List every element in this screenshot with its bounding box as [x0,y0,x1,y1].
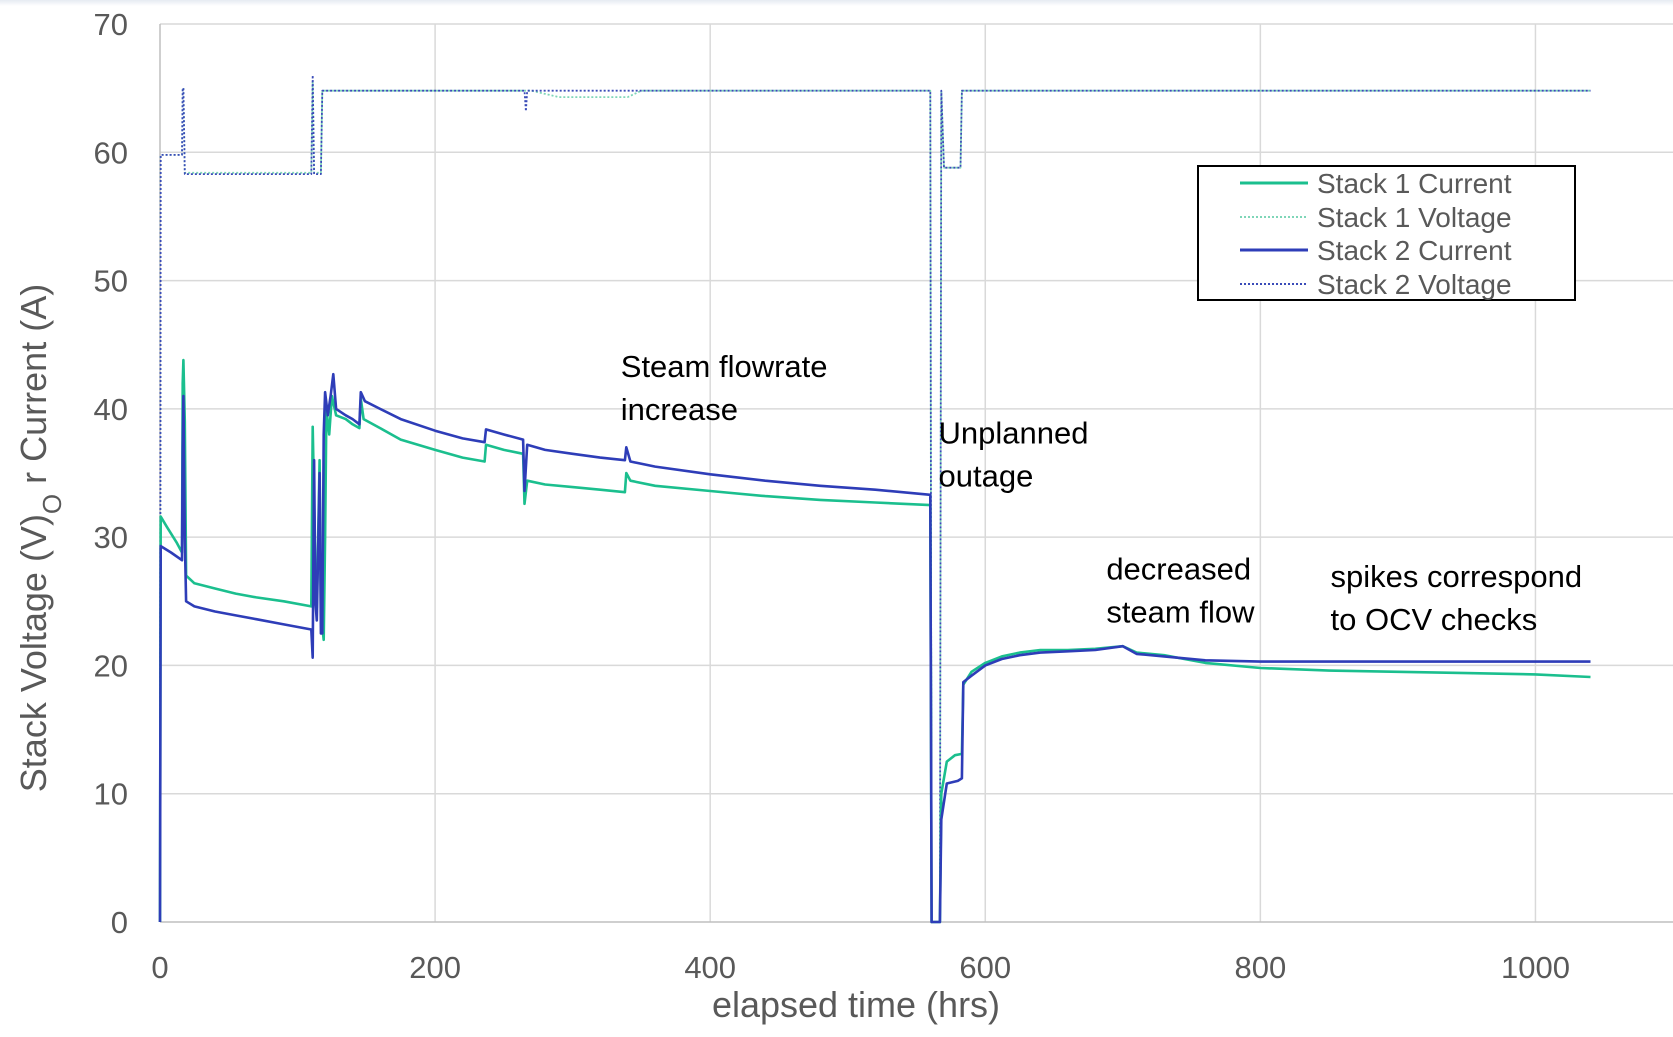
y-axis-label: Stack Voltage (V)O r Current (A) [13,284,67,792]
series-line-stack-1-current [158,358,1591,924]
y-tick-label-40: 40 [94,392,128,427]
legend-item-stack2-current: Stack 2 Current [1240,235,1512,266]
annotations: Steam flowrate increase Unplanned outage dec… [621,349,1582,637]
y-axis-label-sub: O [37,494,67,514]
annotation-1-line-1: Steam flowrate [621,349,828,384]
y-tick-label-0: 0 [111,905,128,940]
x-tick-label-600: 600 [959,950,1011,985]
legend-label-stack2-current: Stack 2 Current [1317,235,1512,266]
y-tick-label-20: 20 [94,648,128,683]
y-tick-label-10: 10 [94,777,128,812]
annotation-3-line-1: decreased [1106,551,1251,586]
legend-item-stack1-voltage: Stack 1 Voltage [1240,202,1512,233]
x-tick-label-200: 200 [409,950,461,985]
y-tick-label-60: 60 [94,135,128,170]
chart-grid [160,23,1673,922]
annotation-1: Steam flowrate increase [621,349,828,427]
y-axis-label-part-2: r Current (A) [13,284,54,494]
annotation-3: decreased steam flow [1106,551,1255,629]
annotation-1-line-2: increase [621,392,738,427]
legend-item-stack1-current: Stack 1 Current [1240,168,1512,199]
annotation-4: spikes correspond to OCV checks [1331,559,1583,637]
legend-item-stack2-voltage: Stack 2 Voltage [1240,269,1512,300]
series-line-stack-2-current [158,372,1591,924]
annotation-3-line-2: steam flow [1106,594,1255,629]
y-axis-label-part-1: Stack Voltage (V) [13,514,54,792]
plot-background [160,24,1673,922]
x-axis-label: elapsed time (hrs) [712,984,1000,1025]
tick-labels: 0 10 20 30 40 50 60 70 0 200 400 600 800 1000 [94,7,1570,985]
y-tick-label-30: 30 [94,520,128,555]
annotation-2-line-1: Unplanned [939,415,1089,450]
annotation-2-line-2: outage [939,458,1034,493]
x-tick-label-0: 0 [151,950,168,985]
legend-box [1197,165,1576,301]
y-tick-label-70: 70 [94,7,128,42]
x-tick-label-400: 400 [684,950,736,985]
annotation-4-line-1: spikes correspond [1331,559,1583,594]
legend-label-stack1-voltage: Stack 1 Voltage [1317,202,1512,233]
legend-label-stack1-current: Stack 1 Current [1317,168,1512,199]
series-line-stack-2-voltage [159,74,1591,923]
plot-area [158,74,1591,924]
legend-label-stack2-voltage: Stack 2 Voltage [1317,269,1512,300]
y-tick-label-50: 50 [94,264,128,299]
x-tick-label-1000: 1000 [1501,950,1570,985]
annotation-4-line-2: to OCV checks [1331,602,1538,637]
legend: Stack 1 Current Stack 1 Voltage Stack 2 … [1197,165,1576,301]
annotation-2: Unplanned outage [939,415,1089,493]
x-tick-label-800: 800 [1234,950,1286,985]
